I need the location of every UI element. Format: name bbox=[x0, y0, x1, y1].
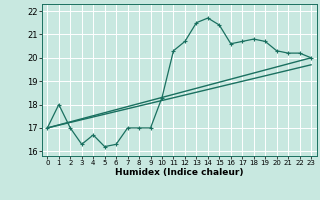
X-axis label: Humidex (Indice chaleur): Humidex (Indice chaleur) bbox=[115, 168, 244, 177]
